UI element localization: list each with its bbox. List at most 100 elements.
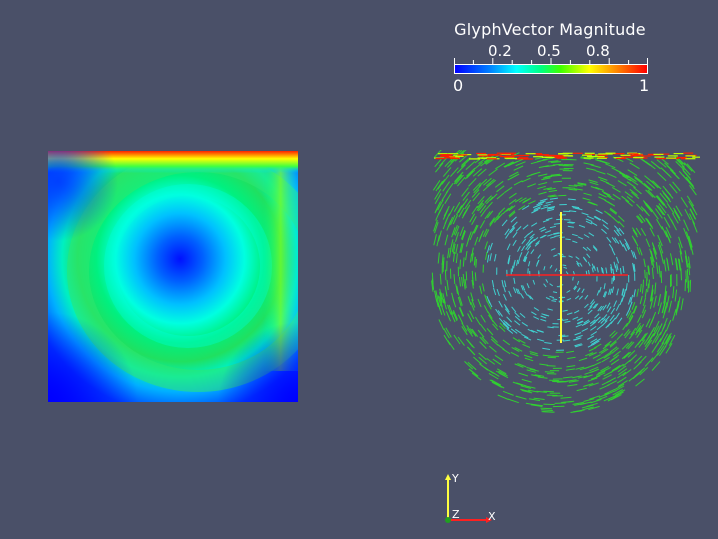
vector-glyph (542, 347, 551, 350)
vector-glyph (621, 174, 632, 182)
vector-glyph (502, 339, 511, 346)
vector-glyph (507, 398, 519, 404)
vector-glyph (545, 230, 551, 234)
vector-glyph (444, 193, 452, 205)
vector-glyph (464, 199, 472, 210)
vector-glyph (561, 335, 569, 338)
vector-glyph (574, 188, 583, 191)
vector-glyph (618, 227, 625, 235)
vector-glyph (672, 286, 675, 299)
vector-glyph (530, 249, 535, 255)
vector-glyph (595, 186, 604, 191)
vector-glyph (501, 279, 504, 287)
vector-glyph (590, 398, 602, 404)
vector-glyph (576, 320, 584, 325)
vector-glyph (670, 253, 674, 266)
vector-glyph (611, 331, 618, 339)
vector-glyph (494, 253, 497, 262)
vector-glyph (636, 246, 641, 255)
vector-glyph (603, 283, 606, 290)
vector-glyph (479, 363, 489, 371)
vector-glyph (665, 342, 673, 354)
vector-glyph (526, 245, 532, 251)
vector-glyph (600, 365, 610, 372)
vector-glyph (548, 189, 558, 193)
vector-glyph (480, 314, 486, 323)
vector-glyph (649, 248, 653, 258)
vector-glyph (587, 305, 593, 311)
vector-glyph (468, 177, 477, 187)
vector-glyph (578, 295, 583, 300)
vector-glyph (647, 220, 654, 229)
vector-glyph (547, 194, 556, 197)
vector-glyph (530, 171, 541, 176)
vector-glyph (455, 174, 464, 185)
vector-glyph (672, 309, 677, 321)
vector-glyph (545, 164, 556, 168)
vector-glyph (625, 242, 630, 251)
vector-glyph (502, 390, 514, 396)
vector-glyph (656, 342, 665, 353)
vector-glyph (641, 304, 646, 314)
vector-glyph (644, 336, 653, 347)
vector-glyph (687, 280, 690, 293)
vector-glyph (493, 287, 497, 296)
vector-glyph (547, 308, 553, 311)
vector-glyph (574, 184, 583, 187)
vector-glyph (471, 328, 479, 338)
vector-glyph (604, 340, 612, 347)
vector-glyph (689, 213, 696, 225)
vector-glyph (612, 389, 623, 396)
vector-glyph (663, 291, 667, 304)
vector-glyph (583, 192, 592, 196)
vector-glyph (678, 236, 683, 249)
vector-glyph (577, 182, 587, 185)
vector-glyph (664, 290, 668, 303)
vector-glyph (577, 287, 581, 292)
vector-glyph (581, 288, 585, 294)
vector-glyph (513, 277, 516, 284)
vector-glyph (595, 372, 606, 378)
vector-glyph (544, 371, 555, 373)
vector-glyph (503, 293, 507, 301)
vector-glyph (574, 344, 583, 348)
vector-glyph (610, 317, 616, 325)
vector-glyph (629, 178, 639, 186)
vector-glyph (589, 319, 596, 325)
vector-glyph (594, 313, 600, 319)
vector-glyph (606, 236, 612, 243)
vector-glyph (637, 336, 644, 346)
vector-glyph (523, 256, 527, 262)
glyph-field (431, 150, 700, 413)
vector-glyph (594, 215, 602, 221)
vector-glyph (581, 212, 589, 216)
vector-glyph (576, 317, 583, 321)
vector-glyph (616, 288, 619, 296)
vector-glyph (541, 409, 553, 411)
scalar-contour-plot[interactable] (48, 151, 298, 402)
vector-glyph (656, 345, 665, 356)
vector-glyph (519, 252, 523, 258)
orientation-axes[interactable]: Y Z X (440, 470, 500, 530)
vector-glyph (590, 221, 598, 227)
vector-glyph (537, 173, 548, 177)
vector-glyph (486, 295, 491, 304)
vector-glyph (467, 313, 473, 323)
vector-glyph (619, 240, 624, 247)
vector-glyph (471, 372, 482, 381)
vector-glyph (601, 320, 608, 326)
vector-glyph (442, 167, 452, 177)
vector-glyph (581, 327, 589, 332)
vector-glyph (616, 376, 627, 384)
vector-glyph (576, 280, 580, 286)
vector-glyph (529, 233, 535, 239)
vector-glyph (675, 258, 679, 271)
vector-glyph (457, 336, 465, 346)
vector-glyph (466, 328, 474, 337)
vector-glyph (633, 263, 636, 272)
vector-glyph-plot[interactable] (428, 150, 700, 420)
vector-glyph (547, 187, 556, 191)
vector-glyph (508, 192, 517, 199)
vector-glyph (622, 322, 629, 331)
